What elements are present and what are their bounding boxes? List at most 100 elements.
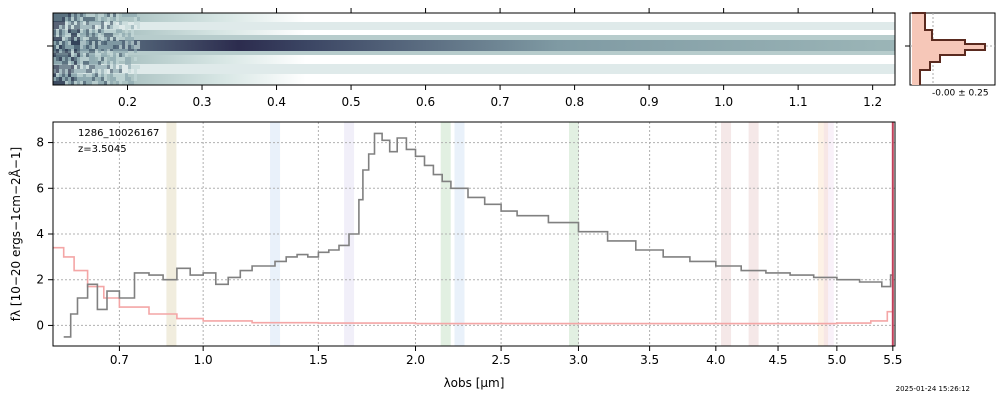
twod-noise-pixel-84 [65,61,68,65]
twod-noise-pixel-76 [65,29,68,33]
twod-noise-pixel-227 [89,65,92,69]
twod-noise-pixel-279 [98,81,101,85]
twod-noise-pixel-265 [98,21,101,25]
twod-noise-pixel-50 [59,69,62,73]
twod-noise-pixel-63 [62,49,65,53]
twod-noise-pixel-215 [89,17,92,21]
twod-noise-pixel-197 [86,13,89,17]
twod-noise-pixel-329 [110,41,113,45]
twod-noise-pixel-330 [110,45,113,49]
twod-noise-pixel-335 [110,69,113,73]
twod-noise-pixel-171 [80,49,83,53]
twod-noise-pixel-261 [95,73,98,77]
twod-noise-pixel-336 [110,73,113,77]
twod-noise-pixel-348 [113,53,116,57]
line-band-4 [454,122,465,346]
twod-noise-pixel-103 [68,65,71,69]
twod-noise-pixel-410 [128,65,131,69]
twod-tick-label-6: 0.8 [565,95,584,109]
twod-noise-pixel-164 [80,21,83,25]
twod-noise-pixel-259 [95,65,98,69]
twod-noise-pixel-287 [101,53,104,57]
twod-noise-pixel-222 [89,45,92,49]
x-tick-label-3: 2.0 [406,353,425,367]
twod-noise-pixel-69 [62,73,65,77]
twod-noise-pixel-163 [80,17,83,21]
twod-noise-pixel-408 [128,57,131,61]
twod-tick-label-1: 0.3 [192,95,211,109]
twod-noise-pixel-9 [53,49,56,53]
twod-noise-pixel-26 [56,45,59,49]
twod-noise-pixel-147 [77,25,80,29]
twod-noise-pixel-191 [83,57,86,61]
twod-noise-pixel-91 [68,17,71,21]
twod-noise-pixel-327 [110,33,113,37]
twod-noise-pixel-253 [95,37,98,41]
x-axis-label: λobs [μm] [444,376,505,390]
spectrum-panel: 0.7 1.0 1.5 2.0 2.5 3.0 3.5 4.0 4.5 5.0 5.5 02468 … [8,121,902,390]
twod-noise-pixel-404 [128,25,131,29]
twod-noise-pixel-182 [83,21,86,25]
twod-noise-pixel-185 [83,33,86,37]
twod-noise-pixel-345 [113,41,116,45]
twod-noise-pixel-202 [86,33,89,37]
twod-noise-pixel-81 [65,49,68,53]
twod-noise-pixel-418 [131,37,134,41]
twod-noise-pixel-90 [68,13,71,17]
twod-noise-pixel-337 [110,77,113,81]
twod-noise-pixel-152 [77,45,80,49]
twod-noise-pixel-79 [65,41,68,45]
twod-noise-pixel-301 [104,49,107,53]
twod-noise-pixel-143 [74,81,77,85]
twod-noise-pixel-305 [104,65,107,69]
twod-noise-pixel-158 [77,69,80,73]
twod-noise-pixel-369 [119,21,122,25]
twod-noise-pixel-203 [86,41,89,45]
twod-noise-pixel-427 [134,49,137,53]
twod-noise-pixel-113 [71,33,74,37]
twod-noise-pixel-40 [59,29,62,33]
twod-tick-label-7: 0.9 [640,95,659,109]
error-line [53,246,894,325]
twod-noise-pixel-384 [122,33,125,37]
twod-noise-pixel-116 [71,45,74,49]
twod-noise-pixel-274 [98,61,101,65]
twod-noise-pixel-30 [56,61,59,65]
twod-noise-pixel-212 [86,77,89,81]
twod-noise-pixel-55 [62,17,65,21]
twod-noise-pixel-160 [77,77,80,81]
twod-noise-pixel-61 [62,41,65,45]
twod-noise-pixel-383 [122,21,125,25]
twod-noise-pixel-299 [104,41,107,45]
twod-noise-pixel-278 [98,77,101,81]
twod-noise-pixel-350 [113,61,116,65]
twod-noise-pixel-199 [86,21,89,25]
twod-noise-pixel-108 [71,13,74,17]
twod-noise-pixel-175 [80,65,83,69]
twod-noise-pixel-413 [128,81,131,85]
y-tick-label-4: 8 [36,136,44,150]
twod-noise-pixel-398 [125,53,128,57]
twod-noise-pixel-233 [92,17,95,21]
twod-noise-pixel-224 [89,53,92,57]
twod-noise-pixel-107 [68,81,71,85]
twod-noise-pixel-109 [71,17,74,21]
twod-noise-pixel-342 [113,25,116,29]
twod-noise-pixel-389 [122,77,125,81]
twod-noise-pixel-292 [101,77,104,81]
twod-noise-pixel-149 [77,33,80,37]
twod-noise-pixel-286 [101,45,104,49]
twod-noise-pixel-38 [59,21,62,25]
twod-noise-pixel-269 [98,41,101,45]
twod-noise-pixel-195 [83,77,86,81]
twod-noise-pixel-271 [98,49,101,53]
twod-noise-pixel-326 [110,29,113,33]
twod-noise-pixel-248 [92,77,95,81]
x-tick-label-8: 4.5 [768,353,787,367]
twod-tick-label-0: 0.2 [118,95,137,109]
line-band-8 [818,122,829,346]
twod-noise-pixel-64 [62,53,65,57]
twod-noise-pixel-304 [104,61,107,65]
twod-noise-pixel-3 [53,25,56,29]
twod-noise-pixel-217 [89,25,92,29]
